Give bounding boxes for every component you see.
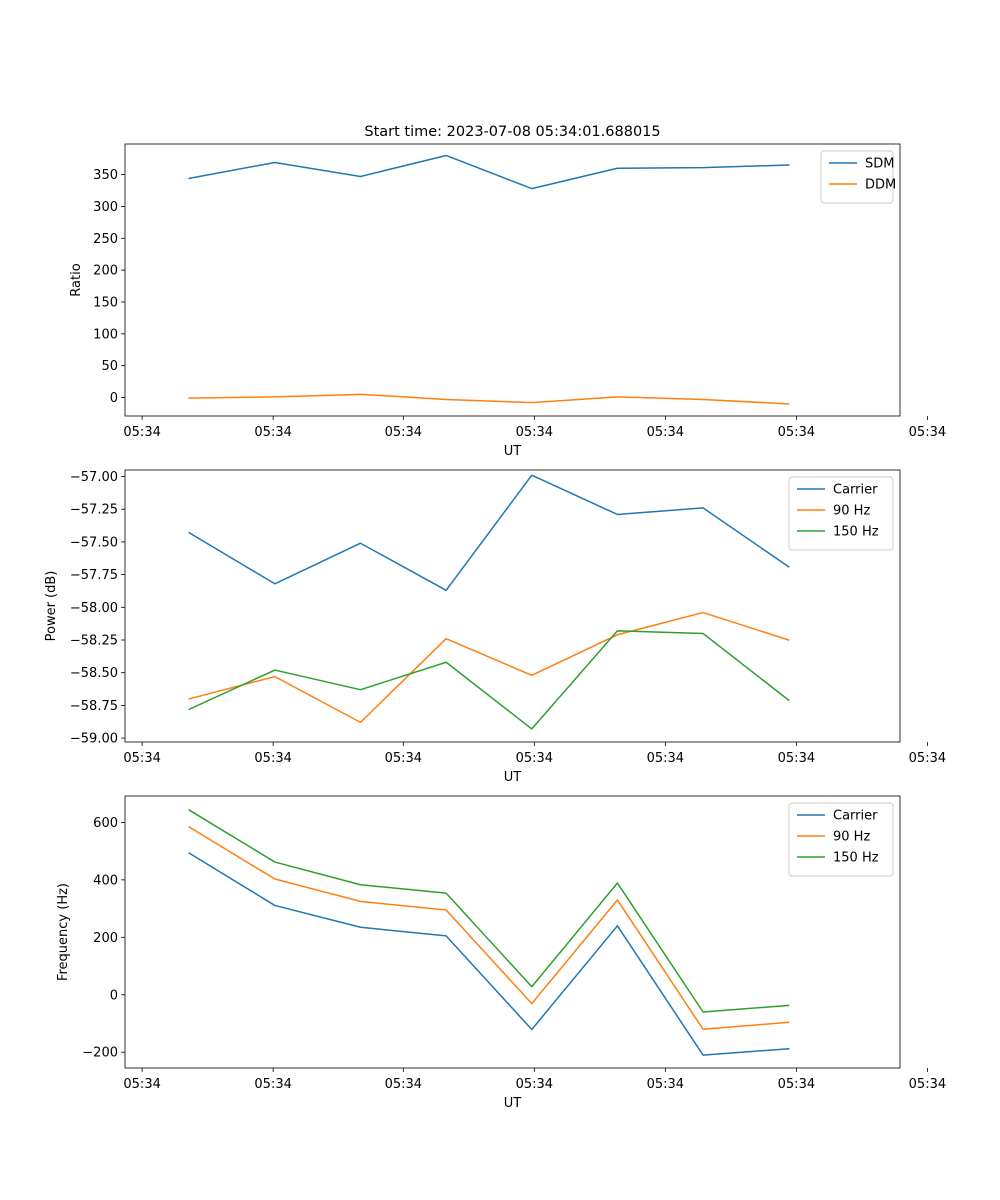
x-tick-label: 05:34 — [647, 751, 684, 766]
x-tick-label: 05:34 — [909, 1077, 946, 1092]
y-tick-label: 250 — [93, 232, 118, 247]
y-tick-label: 100 — [93, 327, 118, 342]
x-tick-label: 05:34 — [778, 751, 815, 766]
x-tick-label: 05:34 — [254, 425, 291, 440]
y-tick-label: −57.50 — [70, 535, 118, 550]
series-line-carrier — [188, 474, 790, 592]
y-tick-label: −57.75 — [70, 568, 118, 583]
y-axis-label: Ratio — [69, 263, 84, 296]
legend: Carrier 90 Hz 150 Hz — [788, 476, 894, 551]
chart-panels: 05:34 05:34 05:34 05:34 05:34 05:34 05:34 0 50 10… — [44, 143, 946, 1111]
x-tick-label: 05:34 — [909, 751, 946, 766]
x-tick-label: 05:34 — [254, 751, 291, 766]
y-tick-label: 350 — [93, 168, 118, 183]
legend-label: 150 Hz — [833, 525, 879, 540]
y-tick-label: −58.75 — [70, 699, 118, 714]
y-tick-label: −57.00 — [70, 470, 118, 485]
legend-label: DDM — [865, 178, 896, 193]
legend-label: 150 Hz — [833, 851, 879, 866]
x-axis-label: UT — [504, 770, 522, 785]
x-tick-label: 05:34 — [778, 425, 815, 440]
chart-1: 05:34 05:34 05:34 05:34 05:34 05:34 05:34 0 50 10… — [69, 143, 946, 459]
y-tick-label: 0 — [110, 391, 118, 406]
x-tick-label: 05:34 — [385, 425, 422, 440]
y-tick-label: −58.25 — [70, 634, 118, 649]
x-axis-label: UT — [504, 1096, 522, 1111]
x-tick-label: 05:34 — [778, 1077, 815, 1092]
x-axis-label: UT — [504, 444, 522, 459]
legend: SDM DDM — [820, 150, 896, 204]
series-line-90-hz — [188, 825, 790, 1030]
y-tick-label: −57.25 — [70, 503, 118, 518]
y-tick-label: 50 — [101, 359, 118, 374]
x-tick-label: 05:34 — [647, 1077, 684, 1092]
x-tick-label: 05:34 — [909, 425, 946, 440]
legend: Carrier 90 Hz 150 Hz — [788, 802, 894, 877]
y-tick-label: 400 — [93, 873, 118, 888]
axes-frame — [124, 143, 901, 417]
x-tick-label: 05:34 — [123, 1077, 160, 1092]
legend-label: Carrier — [833, 809, 878, 824]
legend-box — [820, 150, 894, 204]
x-tick-label: 05:34 — [647, 425, 684, 440]
y-tick-label: 600 — [93, 816, 118, 831]
legend-label: SDM — [865, 157, 894, 172]
series-line-150-hz — [188, 630, 790, 730]
x-tick-label: 05:34 — [385, 751, 422, 766]
figure-title: Start time: 2023-07-08 05:34:01.688015 — [364, 124, 660, 140]
axes-frame — [124, 795, 901, 1069]
chart-2: 05:34 05:34 05:34 05:34 05:34 05:34 05:34 −59.0… — [44, 469, 946, 785]
legend-label: 90 Hz — [833, 830, 870, 845]
y-tick-label: −200 — [82, 1046, 118, 1061]
y-tick-label: 200 — [93, 264, 118, 279]
x-tick-label: 05:34 — [254, 1077, 291, 1092]
y-axis-label: Frequency (Hz) — [56, 883, 71, 981]
y-tick-label: 300 — [93, 200, 118, 215]
x-tick-label: 05:34 — [385, 1077, 422, 1092]
y-tick-label: −58.50 — [70, 666, 118, 681]
series-line-carrier — [188, 852, 790, 1056]
series-line-ddm — [188, 393, 790, 405]
x-tick-label: 05:34 — [516, 1077, 553, 1092]
y-tick-label: −58.00 — [70, 601, 118, 616]
y-tick-label: 200 — [93, 931, 118, 946]
series-line-sdm — [188, 154, 790, 190]
series-line-90-hz — [188, 611, 790, 724]
x-tick-label: 05:34 — [516, 751, 553, 766]
x-tick-label: 05:34 — [123, 751, 160, 766]
x-tick-label: 05:34 — [516, 425, 553, 440]
legend-label: 90 Hz — [833, 504, 870, 519]
y-axis-label: Power (dB) — [44, 571, 59, 642]
chart-3: 05:34 05:34 05:34 05:34 05:34 05:34 05:34 −200 0… — [56, 795, 946, 1111]
axes-frame — [124, 469, 901, 743]
series-line-150-hz — [188, 809, 790, 1013]
y-tick-label: 0 — [110, 988, 118, 1003]
legend-label: Carrier — [833, 483, 878, 498]
y-tick-label: 150 — [93, 295, 118, 310]
x-tick-label: 05:34 — [123, 425, 160, 440]
y-tick-label: −59.00 — [70, 732, 118, 747]
